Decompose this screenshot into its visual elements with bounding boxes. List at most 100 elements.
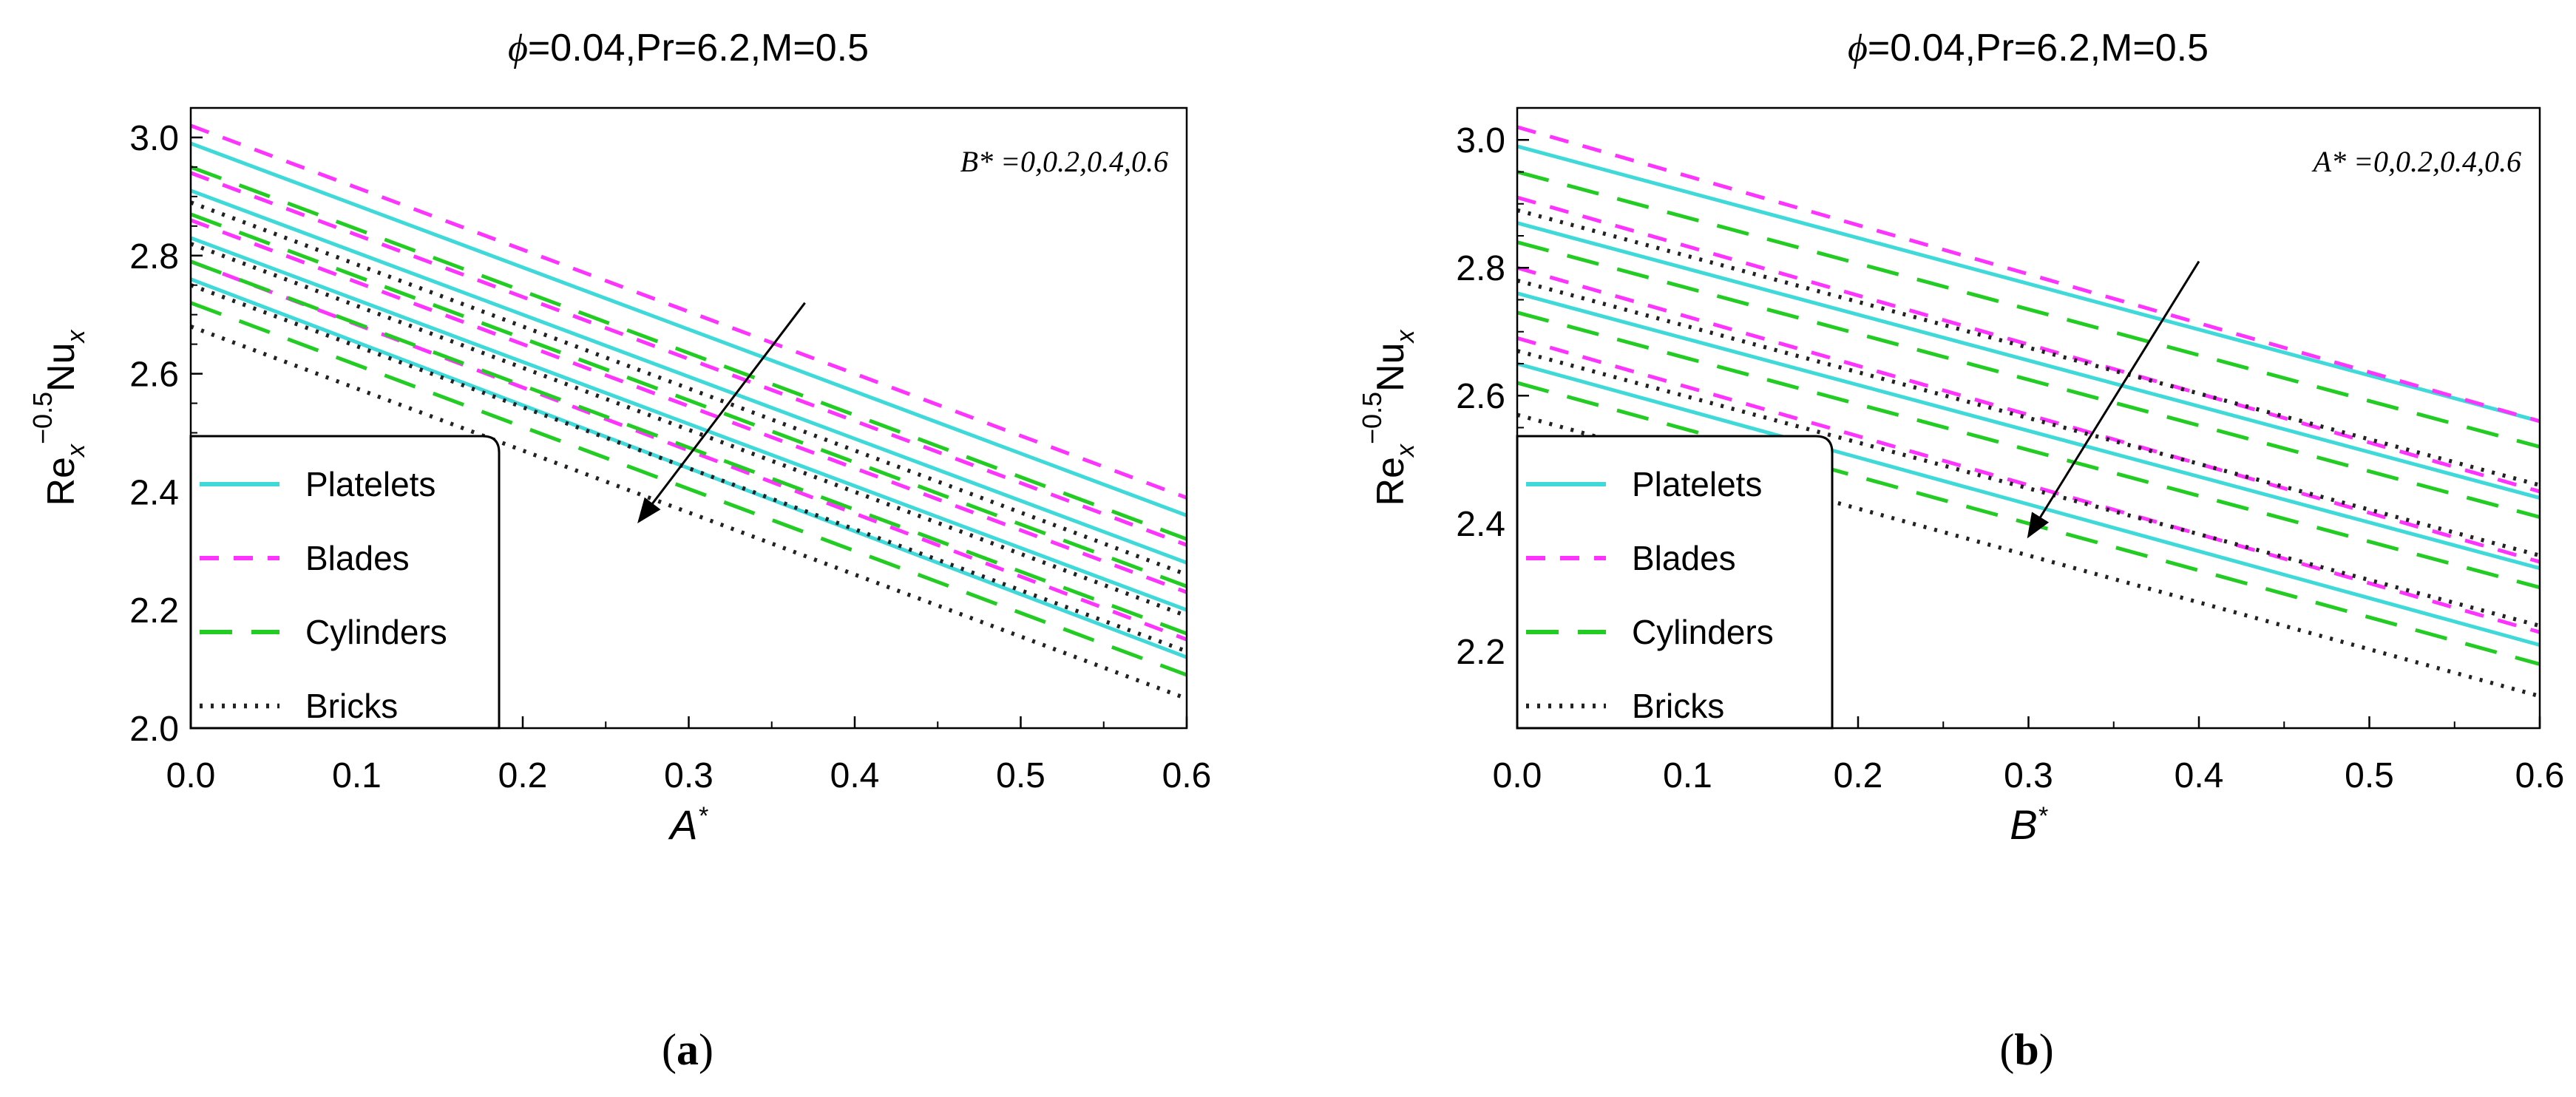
- series-line-platelets-0p2: [1517, 221, 2540, 500]
- panel-label-close: ): [2039, 1025, 2054, 1074]
- series-line-blades-0p4: [191, 218, 1187, 594]
- y-tick-label: 2.6: [129, 356, 179, 395]
- panel-label-close: ): [699, 1025, 714, 1074]
- title-text: =0.04,Pr=6.2,M=0.5: [528, 27, 869, 69]
- trend-arrow: [2027, 260, 2200, 539]
- panel-label-open: (: [1999, 1025, 2014, 1074]
- title-symbol: ϕ: [1848, 27, 1868, 69]
- x-axis-label: B*: [2010, 801, 2048, 848]
- trend-arrow: [637, 302, 806, 524]
- x-axis-label-sup: *: [2038, 802, 2049, 830]
- series-line-platelets-0p2: [191, 189, 1187, 565]
- x-tick-label: 0.0: [1493, 756, 1542, 795]
- x-axis-label: A*: [668, 801, 708, 848]
- y-tick-label: 2.2: [129, 591, 179, 631]
- chart-title: ϕ=0.04,Pr=6.2,M=0.5: [508, 27, 869, 69]
- x-tick-label: 0.6: [2515, 756, 2565, 795]
- series-line-blades-0p6: [1517, 336, 2540, 634]
- y-axis-label-base: Re: [1369, 457, 1412, 506]
- y-tick-label: 2.0: [129, 710, 179, 749]
- legend-label-cylinders: Cylinders: [1632, 613, 1774, 651]
- legend-label-platelets: Platelets: [1632, 465, 1762, 503]
- panel-label-open: (: [662, 1025, 677, 1074]
- series-line-cylinders-0p4: [1517, 310, 2540, 590]
- series-line-blades-0p4: [1517, 265, 2540, 564]
- y-axis-label-base: Re: [40, 457, 83, 506]
- x-axis-label-sup: *: [698, 802, 709, 830]
- series-line-platelets-0p6: [191, 277, 1187, 659]
- y-tick-label: 2.4: [1456, 505, 1505, 544]
- series-line-blades-0p2: [1517, 195, 2540, 494]
- x-tick-label: 0.1: [1663, 756, 1712, 795]
- series-line-cylinders-0p4: [191, 259, 1187, 636]
- parameter-annotation: B* =0,0.2,0.4,0.6: [960, 145, 1168, 178]
- series-line-cylinders-0p6: [191, 301, 1187, 677]
- y-tick-label: 2.4: [129, 473, 179, 512]
- y-axis-label-sub: x: [1392, 444, 1420, 458]
- y-tick-label: 2.6: [1456, 377, 1505, 416]
- x-tick-label: 0.4: [2175, 756, 2224, 795]
- legend-label-bricks: Bricks: [305, 687, 398, 725]
- series-line-platelets-0p4: [1517, 291, 2540, 571]
- panel-label-letter: a: [677, 1025, 699, 1074]
- x-tick-label: 0.6: [1162, 756, 1212, 795]
- series-group: [1517, 125, 2540, 699]
- series-line-platelets-0: [1517, 144, 2540, 424]
- x-tick-label: 0.5: [996, 756, 1045, 795]
- chart-title: ϕ=0.04,Pr=6.2,M=0.5: [1848, 27, 2209, 69]
- x-tick-label: 0.0: [166, 756, 216, 795]
- legend-label-bricks: Bricks: [1632, 687, 1724, 725]
- series-line-blades-0: [191, 123, 1187, 500]
- series-line-blades-0: [1517, 125, 2540, 424]
- x-tick-label: 0.4: [830, 756, 880, 795]
- legend-box: [1516, 435, 1834, 730]
- x-axis-label-main: A: [668, 801, 697, 848]
- series-line-cylinders-0p2: [1517, 240, 2540, 519]
- x-tick-label: 0.1: [332, 756, 382, 795]
- legend-box: [189, 435, 501, 730]
- legend: Platelets Blades Cylinders Bricks: [189, 435, 501, 730]
- legend-label-platelets: Platelets: [305, 465, 435, 503]
- y-axis-label: Rex−0.5Nux: [27, 329, 90, 506]
- y-axis-label-sub2: x: [62, 329, 90, 344]
- chart-panel-a: 0.0 0.1 0.2 0.3 0.4 0.5 0.6 2.0 2.2 2.4 2.6 2.8 3.0 ϕ…: [27, 27, 1211, 1074]
- x-tick-label: 0.3: [2004, 756, 2053, 795]
- chart-panel-b: 0.0 0.1 0.2 0.3 0.4 0.5 0.6 2.2 2.4 2.6 2.8 3.0 ϕ=0.…: [1357, 27, 2564, 1074]
- title-text: =0.04,Pr=6.2,M=0.5: [1868, 27, 2209, 69]
- x-tick-label: 0.2: [498, 756, 548, 795]
- legend-label-blades: Blades: [1632, 539, 1736, 577]
- panel-label: (a): [662, 1025, 714, 1074]
- series-line-cylinders-0: [191, 165, 1187, 541]
- series-line-cylinders-0: [1517, 170, 2540, 449]
- series-line-platelets-0p4: [191, 236, 1187, 612]
- x-axis-label-main: B: [2010, 801, 2037, 848]
- y-axis-label-sup: −0.5: [1357, 392, 1387, 444]
- series-group: [191, 123, 1187, 701]
- x-tick-label: 0.2: [1834, 756, 1883, 795]
- x-tick-label: 0.3: [664, 756, 714, 795]
- legend-label-blades: Blades: [305, 539, 410, 577]
- parameter-annotation: A* =0,0.2,0.4,0.6: [2311, 145, 2521, 178]
- panel-label: (b): [1999, 1025, 2053, 1074]
- legend: Platelets Blades Cylinders Bricks: [1516, 435, 1834, 730]
- y-tick-label: 2.8: [1456, 249, 1505, 288]
- series-line-blades-0p2: [191, 171, 1187, 547]
- series-line-platelets-0: [191, 141, 1187, 517]
- x-tick-label: 0.5: [2345, 756, 2394, 795]
- y-axis-label: Rex−0.5Nux: [1357, 329, 1420, 506]
- y-tick-label: 3.0: [129, 119, 179, 158]
- title-symbol: ϕ: [508, 27, 528, 69]
- y-axis-label-mid: Nu: [1369, 342, 1412, 391]
- series-line-cylinders-0p2: [191, 212, 1187, 588]
- y-tick-label: 3.0: [1456, 121, 1505, 160]
- panel-label-letter: b: [2014, 1025, 2038, 1074]
- y-axis-label-mid: Nu: [40, 342, 83, 391]
- y-axis-label-sub2: x: [1392, 329, 1420, 344]
- legend-label-cylinders: Cylinders: [305, 613, 447, 651]
- y-axis-label-sub: x: [62, 444, 90, 458]
- y-tick-label: 2.8: [129, 237, 179, 276]
- y-tick-label: 2.2: [1456, 633, 1505, 672]
- series-line-platelets-0p6: [1517, 361, 2540, 647]
- y-axis-label-sup: −0.5: [27, 392, 58, 444]
